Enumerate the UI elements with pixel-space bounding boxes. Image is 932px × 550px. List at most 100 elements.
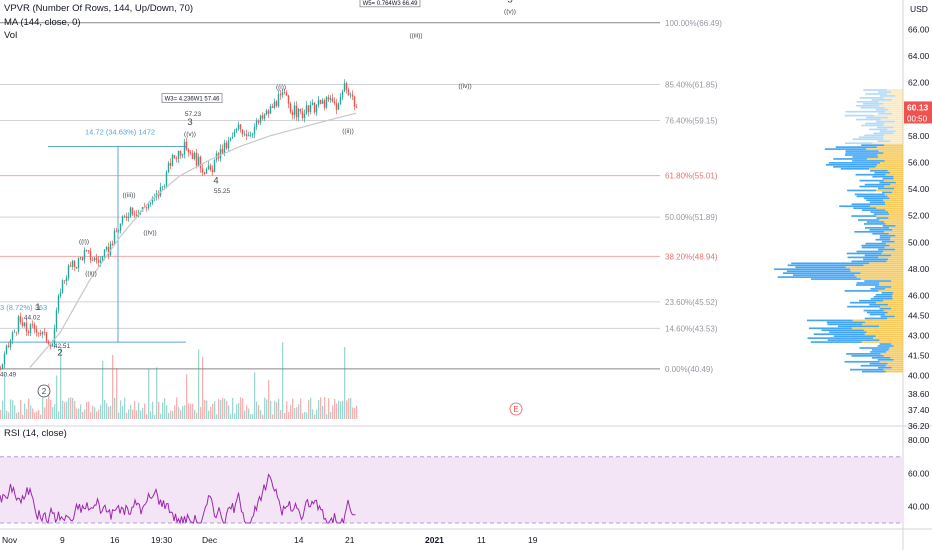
candle-body xyxy=(269,106,272,114)
candle-body xyxy=(223,142,226,154)
volume-bar xyxy=(244,410,246,419)
volume-bar xyxy=(22,414,24,419)
volume-profile-row-up xyxy=(865,93,888,95)
volume-profile-row-up xyxy=(856,104,880,107)
fib-level-label-3: 61.80%(55.01) xyxy=(665,172,718,181)
candle-body xyxy=(249,134,252,136)
candle-body xyxy=(209,165,212,170)
volume-bar xyxy=(254,372,256,419)
volume-bar xyxy=(54,404,56,419)
volume-profile-row-up xyxy=(806,319,853,322)
candle-body xyxy=(287,95,290,104)
volume-profile-row-down xyxy=(880,305,903,308)
volume-profile-row-up xyxy=(863,197,890,200)
volume-profile-row-up xyxy=(864,134,884,137)
volume-bar xyxy=(206,400,208,419)
price-axis-label-8: 48.00 xyxy=(908,264,930,274)
volume-profile-row-up xyxy=(782,272,861,274)
candle-body xyxy=(101,256,104,261)
wave-label-13: 55.25 xyxy=(214,188,231,195)
candle-body xyxy=(353,96,356,107)
volume-bar xyxy=(326,414,328,419)
volume-profile-row-down xyxy=(852,319,903,322)
volume-bar xyxy=(292,398,294,419)
volume-profile-row-down xyxy=(887,128,903,131)
volume-profile-row-up xyxy=(866,199,884,202)
candle-body xyxy=(279,94,282,96)
volume-indicator-label[interactable]: Vol xyxy=(4,30,18,41)
volume-profile-row-down xyxy=(885,242,903,245)
volume-profile-row-up xyxy=(866,221,885,223)
volume-profile-row-down xyxy=(875,165,903,168)
volume-profile-row-down xyxy=(891,286,903,288)
volume-profile-row-down xyxy=(893,132,903,135)
candle-body xyxy=(211,169,214,172)
vpvr-indicator-label[interactable]: VPVR (Number Of Rows, 144, Up/Down, 70) xyxy=(4,3,194,14)
volume-profile-row-down xyxy=(873,114,903,117)
volume-profile-row-up xyxy=(847,305,881,308)
volume-bar xyxy=(256,401,258,419)
volume-bar xyxy=(350,397,352,419)
volume-profile-row-up xyxy=(879,307,892,310)
volume-profile-row-up xyxy=(791,262,870,265)
candle-body xyxy=(173,155,176,159)
volume-bar xyxy=(32,408,34,419)
volume-bar xyxy=(132,409,134,419)
volume-bar xyxy=(106,403,108,419)
volume-bar xyxy=(276,402,278,419)
price-axis-label-6: 44.50 xyxy=(908,311,930,321)
volume-profile-row-down xyxy=(887,169,903,172)
volume-profile-row-up xyxy=(852,156,879,158)
volume-profile-row-up xyxy=(847,256,879,259)
candle-body xyxy=(145,207,148,209)
candle-body xyxy=(91,260,94,261)
volume-bar xyxy=(140,410,142,419)
volume-bar xyxy=(80,404,82,419)
volume-profile-row-up xyxy=(869,229,893,231)
volume-bar xyxy=(262,414,264,419)
candle-body xyxy=(65,277,68,282)
volume-profile-row-up xyxy=(869,313,885,316)
price-axis-label-16: 64.00 xyxy=(908,51,930,61)
volume-bar xyxy=(122,406,124,419)
volume-bar xyxy=(266,399,268,419)
rsi-indicator-label[interactable]: RSI (14, close) xyxy=(4,428,67,439)
candle-body xyxy=(129,207,132,217)
candle-body xyxy=(273,101,276,108)
candle-body xyxy=(191,153,194,159)
ma-indicator-label[interactable]: MA (144, close, 0) xyxy=(4,17,81,28)
volume-profile-row-up xyxy=(844,142,873,145)
volume-bar xyxy=(304,411,306,419)
volume-profile-row-up xyxy=(792,274,855,276)
last-price-value: 60.13 xyxy=(907,102,929,112)
volume-profile-row-down xyxy=(878,156,903,158)
volume-profile-row-up xyxy=(851,215,877,217)
volume-profile-row-down xyxy=(864,333,903,336)
price-axis-label-2: 38.60 xyxy=(908,389,930,399)
candle-body xyxy=(271,106,274,108)
volume-bar xyxy=(146,414,148,419)
price-axis-label-17: 66.00 xyxy=(908,24,930,34)
price-axis-label-1: 37.40 xyxy=(908,405,930,415)
volume-bar xyxy=(332,405,334,419)
volume-profile-row-up xyxy=(839,205,871,208)
candle-body xyxy=(325,97,328,108)
volume-profile-row-down xyxy=(883,102,903,105)
candle-body xyxy=(227,140,230,149)
wave-label-5: ((i)) xyxy=(79,239,89,246)
volume-profile-row-down xyxy=(863,329,903,332)
volume-profile-row-down xyxy=(883,355,903,357)
volume-profile-row-down xyxy=(869,262,903,265)
wave-label-9: ((v)) xyxy=(184,131,196,138)
volume-bar xyxy=(242,398,244,419)
volume-profile-row-up xyxy=(876,120,895,123)
volume-bar xyxy=(236,404,238,419)
volume-profile-row-up xyxy=(774,268,850,271)
wave-label-1: 44.02 xyxy=(24,315,41,322)
candle-body xyxy=(285,92,288,96)
candle-body xyxy=(267,110,270,114)
volume-profile-row-up xyxy=(869,201,885,204)
volume-profile-row-up xyxy=(833,158,867,160)
volume-profile-row-down xyxy=(883,299,903,302)
